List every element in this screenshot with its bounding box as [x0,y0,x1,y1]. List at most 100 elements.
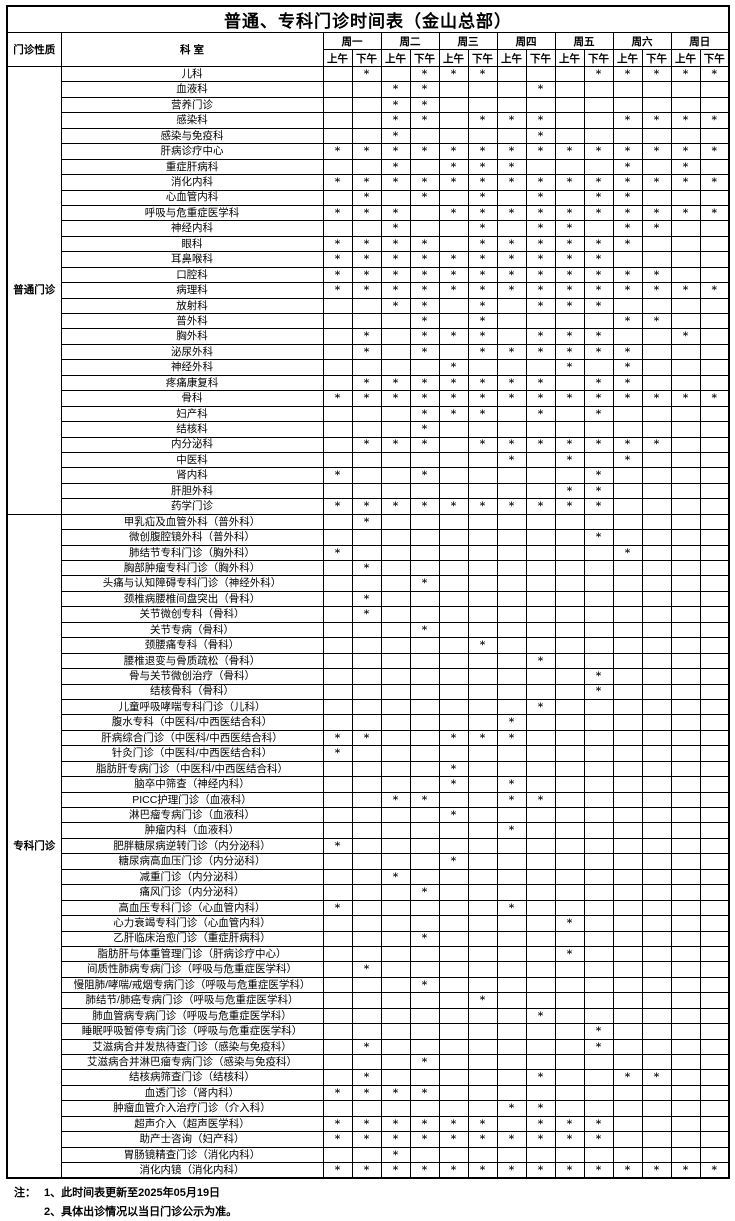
schedule-cell [612,467,643,484]
schedule-cell [380,976,411,994]
schedule-cell: * [670,174,701,191]
schedule-cell [641,668,672,685]
schedule-cell [554,992,585,1009]
schedule-cell [554,81,585,98]
schedule-cell: * [699,1162,730,1179]
schedule-cell [351,652,382,670]
schedule-cell: * [496,436,527,453]
dept-cell: 睡眠呼吸暂停专病门诊（呼吸与危重症医学科） [60,1023,324,1040]
table-row: 关节专病（骨科） * [7,621,730,639]
schedule-cell [467,1038,498,1056]
dept-cell: 关节微创专科（骨科） [60,606,324,623]
pm-header-day-4: 下午 [525,49,556,67]
schedule-cell [641,544,672,562]
schedule-cell [322,482,353,500]
schedule-cell [699,467,730,484]
schedule-cell [699,312,730,330]
schedule-cell [322,529,353,546]
schedule-cell: * [525,297,556,315]
schedule-cell [525,1084,556,1102]
table-row: 心力衰竭专科门诊（心血管内科） * [7,915,730,932]
schedule-cell [467,683,498,700]
schedule-cell: * [583,482,614,500]
schedule-cell [496,421,527,438]
dept-cell: 关节专病（骨科） [60,621,324,639]
table-row: 感染科 * * * * * * * * * [7,112,730,129]
schedule-cell [612,683,643,700]
dept-cell: 腹水专科（中医科/中西医结合科） [60,714,324,731]
schedule-cell [525,1146,556,1164]
schedule-cell [699,343,730,361]
schedule-cell: * [525,791,556,809]
schedule-cell [670,776,701,793]
table-row: 减重门诊（内分泌科） * [7,868,730,886]
schedule-cell: * [322,729,353,747]
schedule-cell: * [554,235,585,253]
schedule-cell [525,930,556,947]
schedule-cell: * [380,1131,411,1148]
schedule-cell [641,1007,672,1025]
schedule-cell [699,421,730,438]
schedule-cell [641,235,672,253]
schedule-cell [699,297,730,315]
schedule-cell [641,1100,672,1117]
schedule-cell [612,482,643,500]
schedule-cell: * [496,1100,527,1117]
schedule-cell: * [467,436,498,453]
schedule-cell [351,575,382,592]
schedule-cell [612,760,643,778]
schedule-cell [641,1084,672,1102]
schedule-cell [612,1053,643,1071]
schedule-cell [322,1038,353,1056]
schedule-cell [641,791,672,809]
schedule-cell: * [583,282,614,299]
schedule-cell: * [351,143,382,160]
schedule-cell [467,1007,498,1025]
schedule-cell: * [525,436,556,453]
dept-cell: 肝病诊疗中心 [60,143,324,160]
schedule-cell [322,961,353,978]
table-row: 骨科 * * * * * * * * * * * * * * [7,390,730,407]
schedule-cell [554,606,585,623]
table-row: 头痛与认知障碍专科门诊（神经外科） * [7,575,730,592]
schedule-cell [612,1023,643,1040]
schedule-cell [670,992,701,1009]
schedule-cell [670,451,701,469]
schedule-cell [351,451,382,469]
schedule-cell [380,559,411,577]
schedule-cell [380,544,411,562]
schedule-cell [438,837,469,855]
schedule-cell [438,1023,469,1040]
schedule-cell [525,467,556,484]
table-row: 病理科 * * * * * * * * * * * * * * [7,282,730,299]
schedule-cell [322,621,353,639]
schedule-cell [670,544,701,562]
schedule-cell [322,915,353,932]
schedule-cell [699,374,730,392]
schedule-cell [583,1146,614,1164]
schedule-cell [438,1007,469,1025]
schedule-cell [583,945,614,963]
pm-header-day-3: 下午 [467,49,498,67]
schedule-cell: * [525,1069,556,1086]
schedule-cell [699,451,730,469]
schedule-cell: * [322,266,353,284]
table-row: 专科门诊 甲乳疝及血管外科（普外科） * [6,513,730,1179]
schedule-cell [641,81,672,98]
schedule-cell [525,899,556,917]
schedule-cell [380,606,411,623]
schedule-cell [554,467,585,484]
schedule-cell: * [467,312,498,330]
schedule-cell [438,945,469,963]
schedule-cell [351,482,382,500]
schedule-cell [351,96,382,114]
schedule-cell [525,837,556,855]
schedule-cell [438,544,469,562]
schedule-cell [525,1038,556,1056]
schedule-cell: * [496,1162,527,1179]
schedule-cell [670,806,701,824]
schedule-cell: * [670,65,701,83]
schedule-cell [670,868,701,886]
schedule-cell [322,451,353,469]
schedule-cell [641,745,672,762]
